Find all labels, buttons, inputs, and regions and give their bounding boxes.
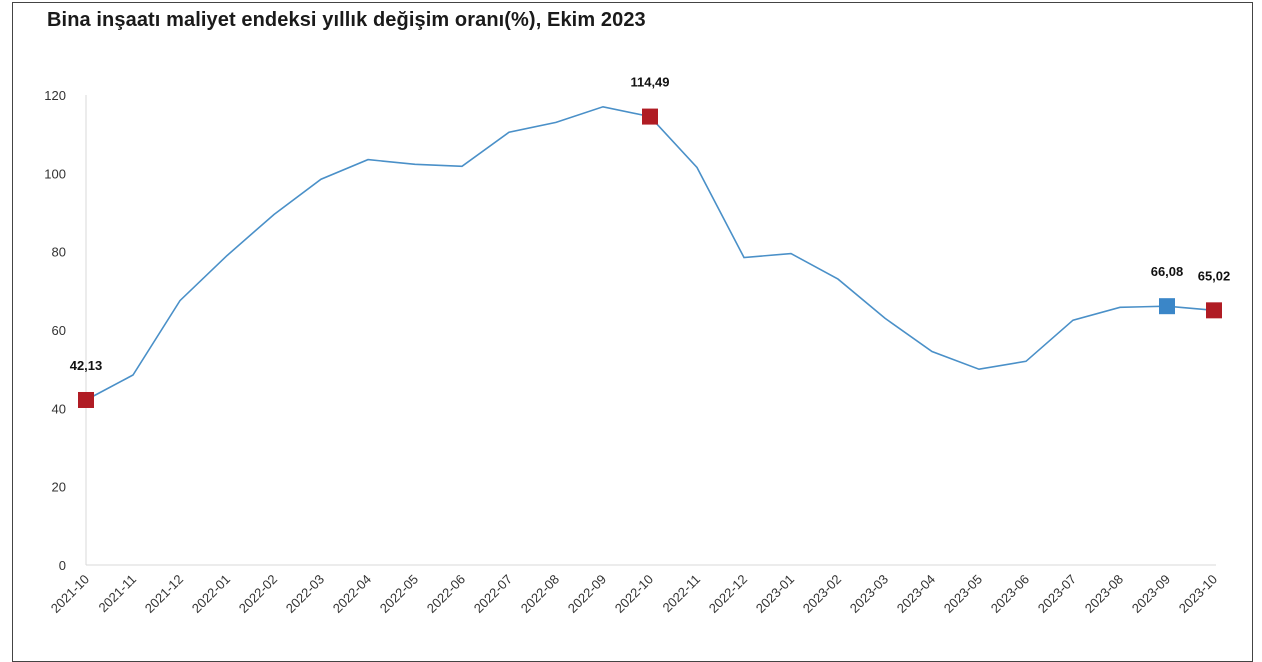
y-tick-label: 80 [52,245,66,260]
x-tick-label: 2022-05 [377,572,421,616]
x-tick-label: 2023-01 [753,572,797,616]
highlight-marker [642,108,658,125]
x-tick-label: 2022-07 [471,572,515,616]
chart-frame: Bina inşaatı maliyet endeksi yıllık deği… [12,2,1253,662]
x-tick-label: 2022-10 [612,572,656,616]
x-tick-label: 2023-08 [1082,572,1126,616]
x-tick-label: 2021-11 [95,572,139,616]
y-tick-label: 60 [52,323,66,338]
data-label: 66,08 [1151,264,1184,279]
highlight-marker [1206,302,1222,319]
x-tick-label: 2023-03 [847,572,891,616]
x-tick-label: 2022-02 [236,572,280,616]
x-tick-label: 2022-01 [189,572,233,616]
data-label: 42,13 [70,358,103,373]
x-tick-labels: 2021-10 2021-11 2021-12 2022-01 2022-02 2022-… [48,572,1220,616]
y-tick-label: 100 [44,166,66,181]
data-labels: 42,13 114,49 66,08 65,02 [70,75,1231,373]
data-label: 114,49 [630,75,669,90]
x-tick-label: 2023-05 [941,572,985,616]
y-tick-label: 40 [52,401,66,416]
highlight-markers [78,108,1222,408]
series-line [85,105,1215,401]
highlight-marker [1159,298,1175,315]
highlight-marker [78,391,94,408]
x-tick-label: 2022-04 [330,572,374,616]
y-tick-label: 0 [59,558,66,573]
x-tick-label: 2022-12 [706,572,750,616]
x-tick-label: 2023-10 [1176,572,1220,616]
x-tick-label: 2023-09 [1129,572,1173,616]
x-tick-label: 2023-02 [800,572,844,616]
x-tick-label: 2022-08 [518,572,562,616]
x-tick-label: 2022-06 [424,572,468,616]
y-tick-labels: 0 20 40 60 80 100 120 [44,88,66,573]
x-tick-label: 2022-09 [565,572,609,616]
x-tick-label: 2022-03 [283,572,327,616]
x-tick-label: 2023-04 [894,572,938,616]
x-tick-label: 2023-06 [988,572,1032,616]
x-tick-label: 2021-12 [142,572,186,616]
chart-title: Bina inşaatı maliyet endeksi yıllık deği… [47,9,646,31]
x-tick-label: 2022-11 [659,572,703,616]
x-tick-label: 2023-07 [1035,572,1079,616]
x-tick-label: 2021-10 [48,572,92,616]
y-tick-label: 120 [44,88,66,103]
y-tick-label: 20 [52,480,66,495]
data-label: 65,02 [1198,268,1231,283]
